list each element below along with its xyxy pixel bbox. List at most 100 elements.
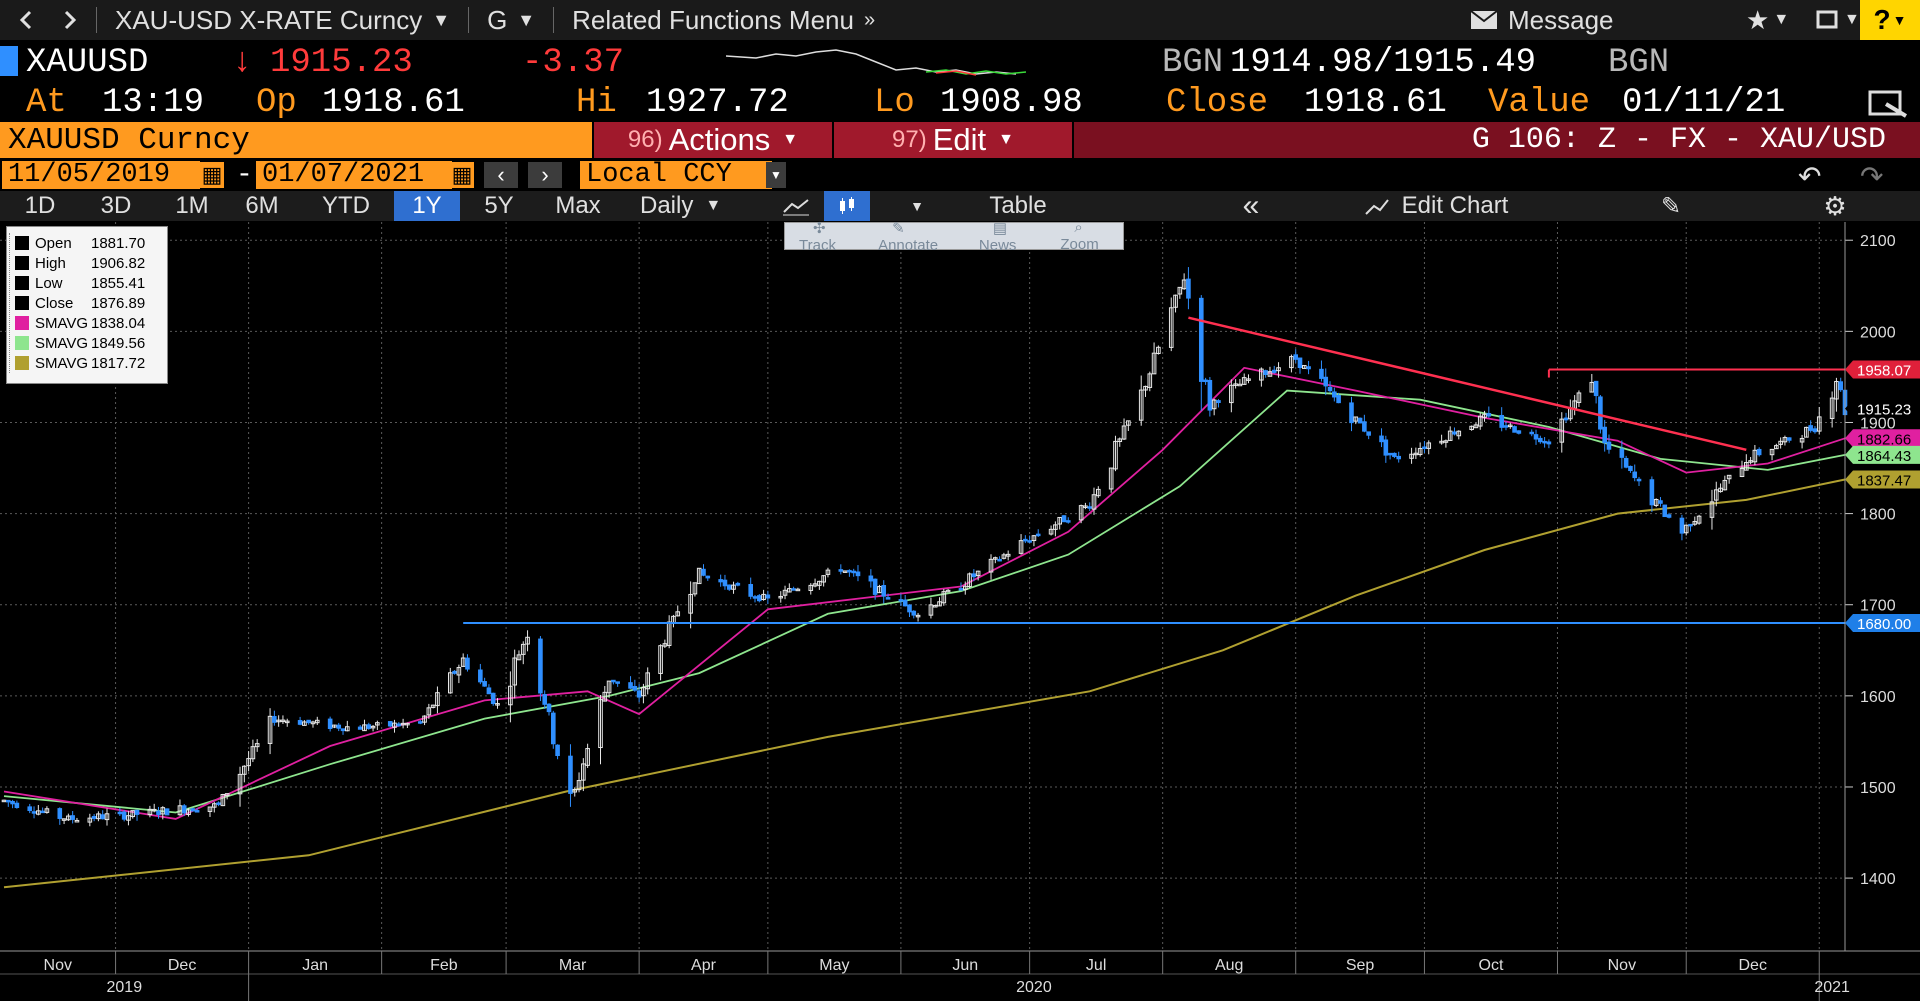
candlestick-icon[interactable] [824, 191, 870, 221]
g-menu[interactable]: G ▼ [487, 5, 535, 36]
edit-menu[interactable]: 97) Edit ▼ [834, 122, 1072, 158]
undo-icon[interactable]: ↶ [1798, 161, 1822, 192]
next-period-button[interactable]: › [528, 162, 562, 188]
candle-body [962, 585, 968, 590]
redo-icon[interactable]: ↷ [1860, 161, 1884, 192]
ohlc-row: At 13:19 Op 1918.61 Hi 1927.72 Lo 1908.9… [0, 82, 1920, 122]
security-field[interactable]: XAUUSD Curncy [0, 122, 592, 158]
periodicity-select[interactable]: Daily ▼ [622, 191, 748, 221]
chart-tool-track[interactable]: ✣ Track [799, 219, 864, 254]
candle-body [812, 583, 818, 587]
candle-body [456, 667, 462, 676]
chevron-down-icon[interactable]: ▼ [766, 162, 786, 188]
annotation-pen-icon[interactable]: ✎ [1660, 192, 1682, 220]
axis-value-tag: 1680.00 [1845, 613, 1920, 633]
candle-body [1782, 437, 1788, 443]
candle-body [1748, 460, 1753, 463]
timeframe-max-button[interactable]: Max [555, 192, 601, 219]
security-menu[interactable]: XAU-USD X-RATE Curncy ▼ [115, 5, 450, 36]
candle-body [1293, 354, 1299, 360]
candle-body [237, 773, 243, 795]
sparkline [726, 49, 1026, 76]
line-chart-icon[interactable] [776, 191, 816, 221]
candle-body [1726, 474, 1732, 480]
candle-body [1769, 448, 1775, 456]
candle-body [756, 595, 762, 602]
candle-body [911, 610, 917, 616]
actions-menu[interactable]: 96) Actions ▼ [594, 122, 832, 158]
chart-tool-news[interactable]: ▤ News [979, 219, 1046, 254]
message-button[interactable]: Message [1470, 5, 1614, 36]
legend-item[interactable]: Low 1855.41 [15, 273, 145, 293]
legend-item[interactable]: SMAVG 1849.56 [15, 333, 145, 353]
edit-chart-button[interactable]: Edit Chart [1346, 191, 1526, 221]
star-icon: ★ [1746, 4, 1770, 35]
legend-item[interactable]: SMAVG 1838.04 [15, 313, 145, 333]
calendar-icon[interactable]: ▦ [200, 162, 224, 188]
divider [468, 7, 470, 33]
bid-ask: 1914.98/1915.49 [1230, 44, 1537, 82]
candle-body [1482, 413, 1487, 418]
timeframe-ytd-button[interactable]: YTD [322, 192, 370, 219]
candle-body [1018, 540, 1024, 554]
open-label: Op [256, 84, 297, 122]
timeframe-3d-button[interactable]: 3D [100, 192, 132, 219]
timeframe-5y-button[interactable]: 5Y [484, 192, 514, 219]
candle-body [1469, 425, 1474, 430]
related-functions-menu[interactable]: Related Functions Menu » [572, 5, 875, 36]
legend-name: SMAVG [35, 334, 89, 352]
chart-tool-zoom[interactable]: ⌕ Zoom [1060, 219, 1123, 253]
legend-item[interactable]: High 1906.82 [15, 253, 145, 273]
timeframe-1m-button[interactable]: 1M [175, 192, 209, 219]
timeframe-6m-button[interactable]: 6M [245, 192, 279, 219]
table-button[interactable]: Table [960, 191, 1076, 221]
price-chart[interactable]: 1400 1500 1600 1700 1800 1900 2000 2100 1958.07 1… [0, 222, 1920, 1001]
candle-body [1276, 367, 1281, 372]
candle-body [937, 601, 942, 607]
forward-icon[interactable] [62, 10, 78, 30]
candle-body [542, 694, 548, 705]
candle-body [838, 569, 844, 572]
start-date-field[interactable]: 11/05/2019 [2, 160, 200, 190]
candle-body [645, 672, 651, 690]
candle-body [1048, 528, 1054, 535]
axis-value-tag: 1958.07 [1845, 360, 1920, 380]
calendar-icon[interactable]: ▦ [450, 162, 474, 188]
chart-export-icon[interactable] [1868, 86, 1912, 120]
candle-body [1816, 416, 1822, 432]
currency-select[interactable]: Local CCY [580, 160, 772, 190]
candle-body [1533, 434, 1539, 440]
candle-body [1057, 516, 1062, 525]
candle-body [1065, 520, 1071, 523]
legend-swatch [15, 336, 29, 350]
x-tick-label: Mar [559, 957, 587, 974]
legend-item[interactable]: Close 1876.89 [15, 293, 145, 313]
candle-body [1053, 524, 1058, 530]
legend-item[interactable]: SMAVG 1817.72 [15, 353, 145, 373]
collapse-icon[interactable]: « [1242, 189, 1260, 222]
candle-body [525, 636, 530, 645]
gear-icon[interactable]: ⚙ [1823, 190, 1847, 221]
page-title-label: G 106: Z - FX - XAU/USD [1471, 123, 1886, 157]
back-icon[interactable] [18, 10, 34, 30]
candle-body [1628, 465, 1633, 471]
favorites-button[interactable]: ★ ▼ [1746, 5, 1789, 36]
chevron-down-icon[interactable]: ▼ [910, 198, 924, 214]
end-date-field[interactable]: 01/07/2021 [256, 160, 452, 190]
timeframe-1y-button[interactable]: 1Y [394, 191, 460, 221]
help-button[interactable]: ? ▼ [1860, 0, 1920, 40]
prev-period-button[interactable]: ‹ [484, 162, 518, 188]
candle-body [495, 703, 500, 706]
candle-body [1, 799, 7, 803]
candle-body [1078, 505, 1084, 521]
timeframe-1d-button[interactable]: 1D [24, 192, 56, 219]
candle-body [134, 809, 140, 815]
candle-body [967, 573, 972, 588]
candle-body [1696, 515, 1702, 524]
chart-tool-annotate[interactable]: ✎ Annotate [878, 219, 965, 254]
candle-body [808, 584, 814, 591]
legend-item[interactable]: Open 1881.70 [15, 233, 145, 253]
downtrend-line[interactable] [1188, 316, 1747, 452]
candle-body [1456, 430, 1462, 437]
window-button[interactable]: ▼ [1816, 9, 1860, 31]
